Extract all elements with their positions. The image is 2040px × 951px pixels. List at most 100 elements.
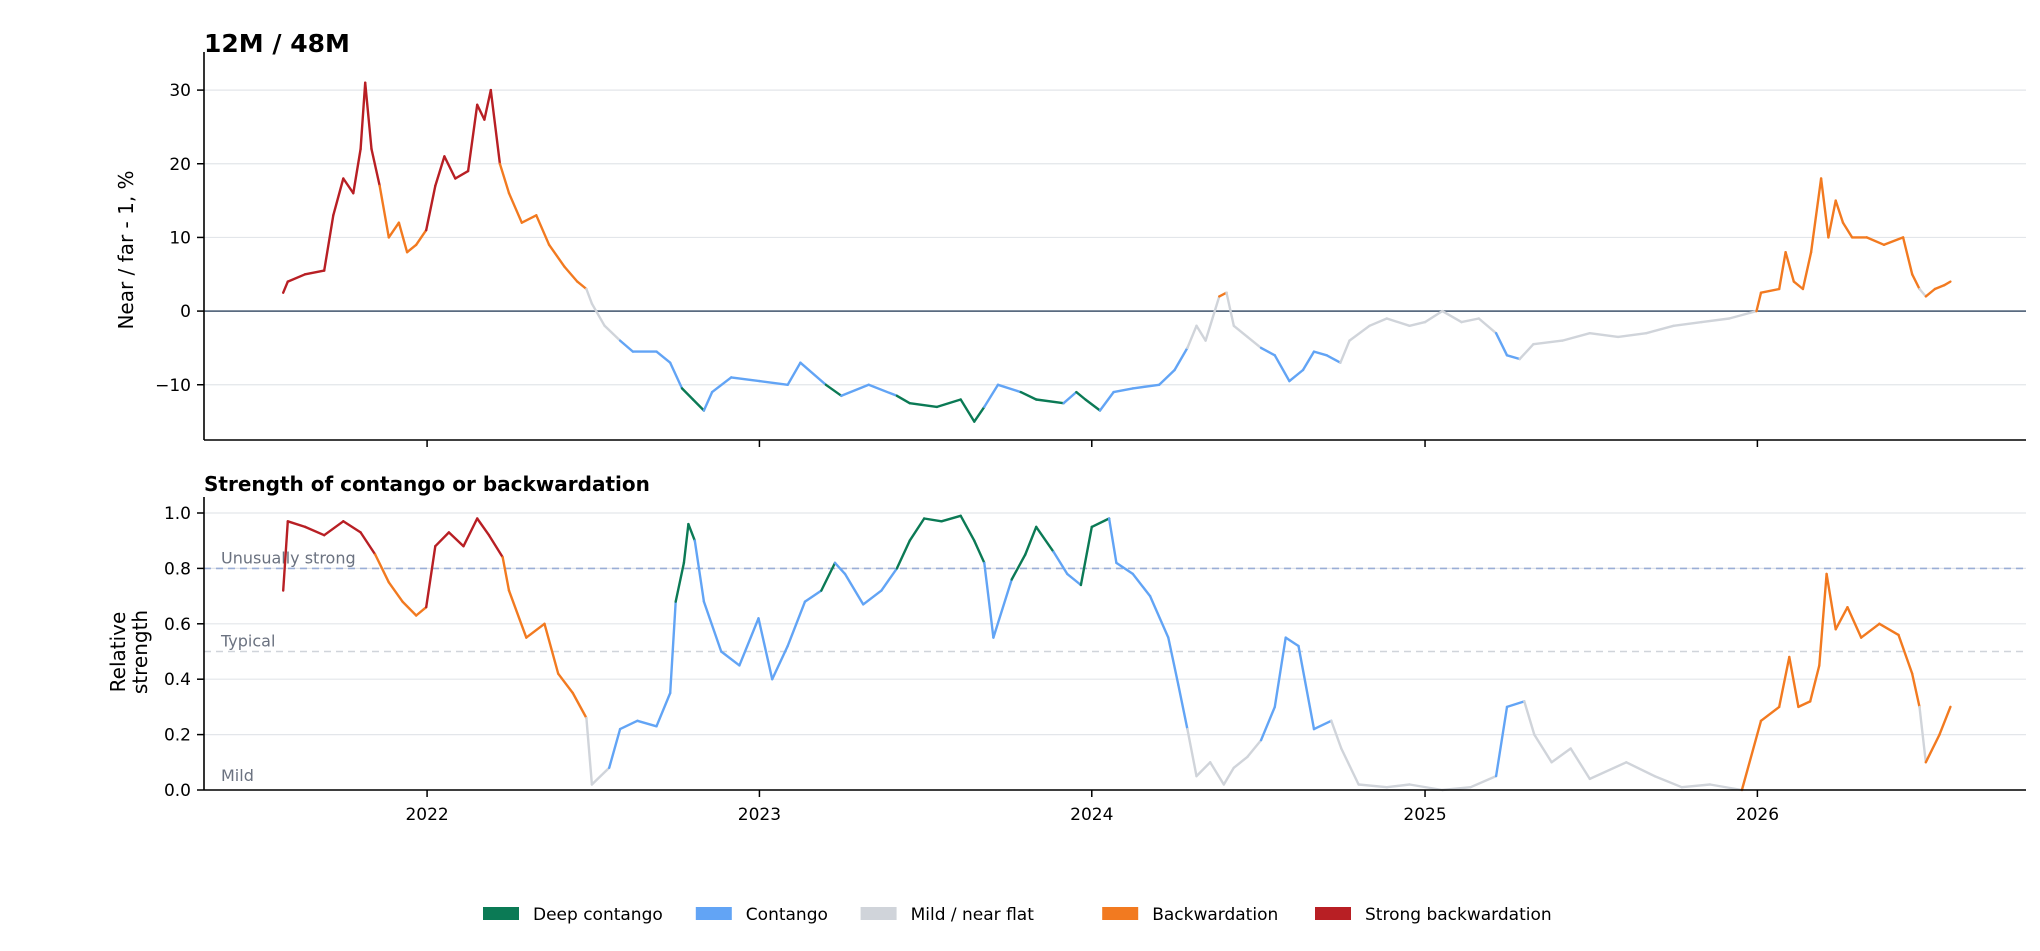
reference-label-typical: Typical <box>220 632 275 651</box>
bottom-segment-mild <box>1918 705 1928 764</box>
top-segment-backwardation <box>576 280 588 291</box>
bottom-segment-deep-contango <box>674 561 686 603</box>
top-segment-mild <box>1477 317 1498 335</box>
bottom-segment-backwardation <box>1740 719 1763 792</box>
top-segment-contango <box>1273 354 1291 383</box>
top-segment-mild <box>1727 309 1758 320</box>
top-segment-strong-backwardation <box>489 88 502 166</box>
top-segment-backwardation <box>1865 236 1886 247</box>
top-segment-contango <box>1505 354 1521 361</box>
bottom-segment-mild <box>1469 774 1498 789</box>
top-segment-mild <box>1616 332 1648 339</box>
bottom-segment-contango <box>693 539 706 603</box>
bottom-segment-strong-backwardation <box>476 517 491 537</box>
bottom-segment-mild <box>1625 761 1656 778</box>
top-y-tick-label: 0 <box>180 302 191 322</box>
bottom-reference-lines: Unusually strong Typical Mild <box>204 548 2026 785</box>
bottom-segment-backwardation <box>387 581 404 603</box>
top-segment-contango <box>1325 354 1342 364</box>
bottom-segment-strong-backwardation <box>359 531 377 556</box>
bottom-segment-contango <box>1052 550 1069 576</box>
top-segment-mild <box>585 287 594 305</box>
top-segment-backwardation <box>415 228 428 247</box>
top-segment-backwardation <box>498 162 511 195</box>
bottom-y-axis-label-text: Relativestrength <box>106 610 152 694</box>
top-segment-contango <box>1494 332 1509 357</box>
top-segment-mild <box>1348 324 1371 342</box>
bottom-segment-backwardation <box>1818 572 1828 667</box>
legend-swatch-strong-backwardation <box>1315 907 1351 920</box>
bottom-segment-backwardation <box>1897 633 1914 675</box>
bottom-segment-contango <box>738 617 760 667</box>
bottom-segment-mild <box>1569 747 1592 781</box>
top-segment-deep-contango <box>1019 390 1038 401</box>
bottom-segment-strong-backwardation <box>303 525 326 537</box>
bottom-segment-backwardation <box>1788 655 1800 709</box>
bottom-segment-contango <box>833 561 847 576</box>
top-segment-backwardation <box>405 243 418 254</box>
bottom-segment-mild <box>1246 738 1263 758</box>
top-segment-contango <box>1288 368 1305 383</box>
bottom-segment-contango <box>1273 636 1287 709</box>
top-segment-contango <box>867 383 899 397</box>
bottom-segment-contango <box>1297 644 1316 731</box>
bottom-segment-deep-contango <box>1079 525 1094 587</box>
bottom-segment-contango <box>983 561 995 639</box>
bottom-segment-strong-backwardation <box>487 534 504 559</box>
top-segment-mild <box>1518 343 1535 361</box>
top-segment-backwardation <box>1801 250 1813 291</box>
bottom-segment-deep-contango <box>1010 553 1027 581</box>
top-segment-mild <box>1700 317 1731 324</box>
bottom-segment-deep-contango <box>923 517 943 523</box>
top-segment-backwardation <box>1924 287 1937 298</box>
bottom-segment-backwardation <box>1777 655 1791 709</box>
legend-label-backwardation: Backwardation <box>1152 905 1278 925</box>
bottom-x-tick-label: 2024 <box>1070 805 1113 825</box>
top-y-tick-label: 10 <box>169 228 191 248</box>
top-segment-mild <box>1368 317 1389 327</box>
bottom-segment-contango <box>720 650 741 667</box>
bottom-segment-mild <box>590 766 611 786</box>
top-segment-strong-backwardation <box>282 280 289 294</box>
bottom-series-lines <box>282 514 1952 792</box>
bottom-segment-contango <box>771 644 789 681</box>
bottom-segment-mild <box>1588 761 1628 781</box>
bottom-y-axis-label-line: Relative <box>106 612 130 693</box>
bottom-segment-mild <box>1680 783 1712 789</box>
top-segment-contango <box>1157 368 1176 386</box>
bottom-y-axis-label: Relativestrength <box>106 610 152 694</box>
top-axes: −10 0 10 20 30 <box>155 52 2026 447</box>
top-gridlines <box>204 89 2026 386</box>
top-segment-strong-backwardation <box>323 214 335 272</box>
bottom-segment-deep-contango <box>908 517 926 542</box>
bottom-segment-backwardation <box>1859 622 1881 639</box>
top-segment-backwardation <box>1819 177 1830 239</box>
top-segment-strong-backwardation <box>370 147 381 188</box>
bottom-axes: 0.0 0.2 0.4 0.6 0.8 1.0 2022 2023 2024 2025 2026 <box>164 497 2026 825</box>
top-y-tick-label: −10 <box>155 376 191 396</box>
top-segment-contango <box>1112 387 1135 394</box>
bottom-panel: Strength of contango or backwardation Un… <box>106 472 2026 825</box>
top-panel-title: 12M / 48M <box>204 29 350 58</box>
top-segment-mild <box>1339 339 1351 364</box>
bottom-segment-contango <box>1312 719 1333 731</box>
bottom-segment-contango <box>618 719 639 731</box>
top-segment-contango <box>655 350 672 364</box>
bottom-segment-contango <box>1494 705 1509 778</box>
top-segment-deep-contango <box>824 383 843 397</box>
bottom-segment-backwardation <box>557 672 574 695</box>
top-segment-contango <box>618 339 635 353</box>
bottom-segment-backwardation <box>1808 664 1821 703</box>
top-segment-mild <box>1672 320 1704 327</box>
top-segment-backwardation <box>1755 291 1763 313</box>
top-segment-strong-backwardation <box>434 155 446 188</box>
bottom-segment-contango <box>786 600 807 648</box>
top-segment-backwardation <box>535 214 551 247</box>
bottom-x-tick-label: 2025 <box>1403 805 1446 825</box>
bottom-segment-mild <box>1708 783 1744 792</box>
top-segment-contango <box>799 361 828 386</box>
top-segment-contango <box>702 390 714 412</box>
top-segment-backwardation <box>1792 280 1805 291</box>
top-segment-contango <box>1301 350 1316 372</box>
